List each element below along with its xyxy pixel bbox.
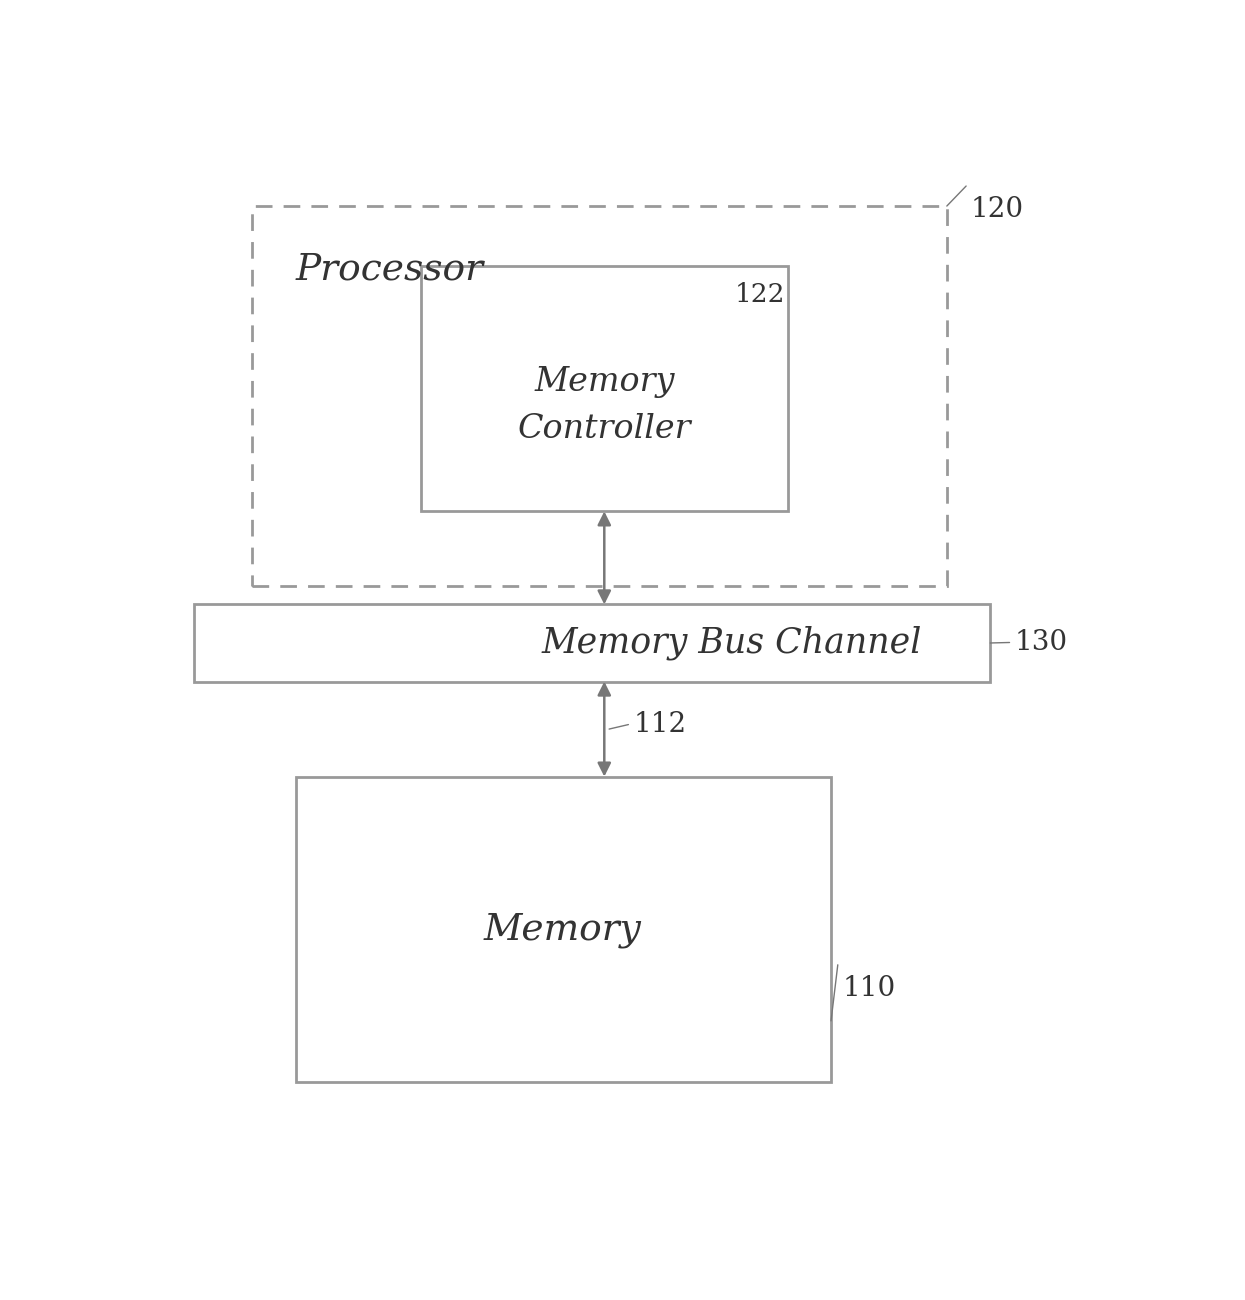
Text: Memory
Controller: Memory Controller [518,367,691,445]
Text: Memory: Memory [484,911,641,948]
Bar [295,776,832,1082]
Text: 110: 110 [843,975,896,1002]
Text: 112: 112 [634,711,686,738]
Text: 120: 120 [971,196,1025,224]
Bar [421,266,788,511]
Text: 130: 130 [1015,629,1067,656]
Text: Memory Bus Channel: Memory Bus Channel [542,625,923,659]
Bar [251,207,947,586]
Text: Processor: Processor [295,251,483,287]
Text: 122: 122 [735,282,786,307]
Bar [194,604,990,681]
